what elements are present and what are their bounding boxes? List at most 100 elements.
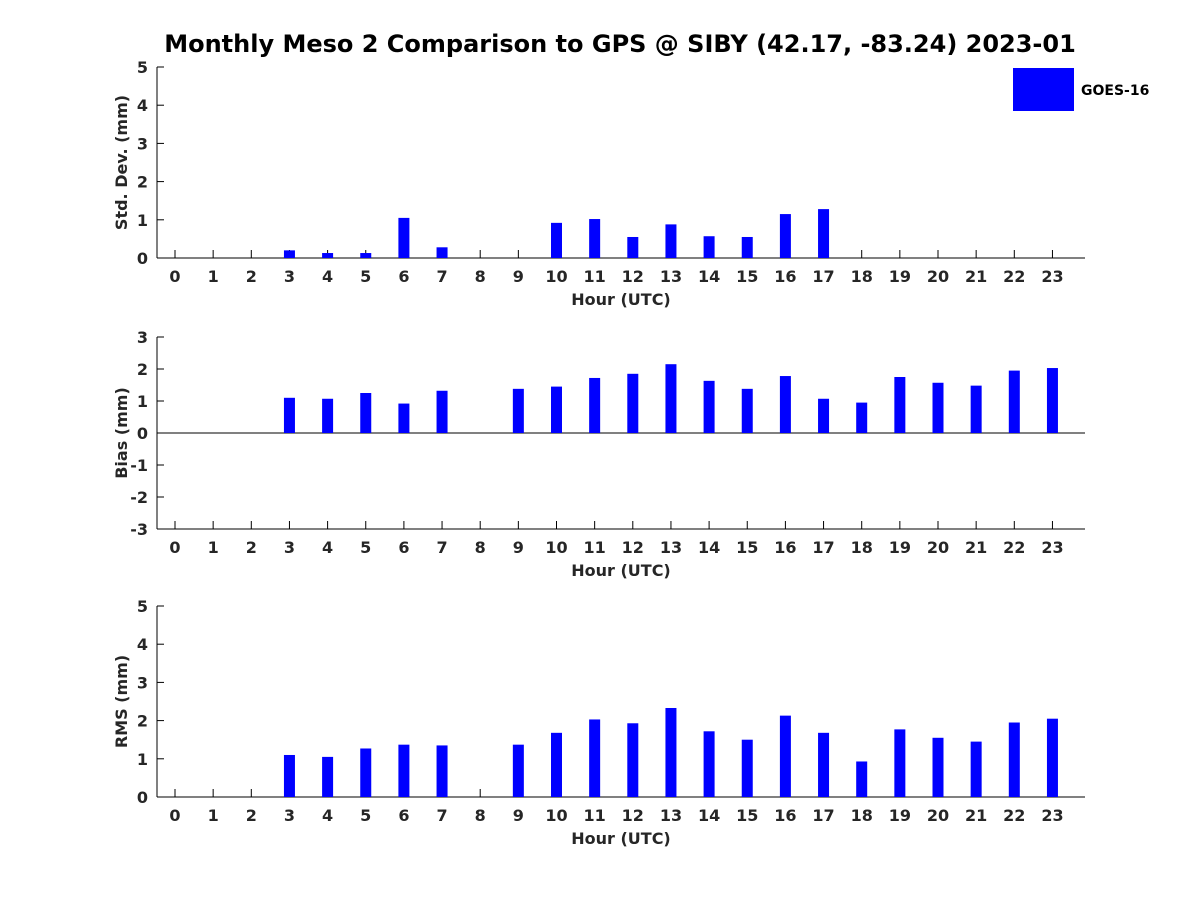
y-tick-label: 2 [137, 360, 148, 379]
x-tick-label: 20 [927, 806, 949, 825]
bar [398, 217, 410, 258]
bar [322, 756, 334, 797]
bar [1046, 368, 1058, 433]
bar [627, 723, 639, 797]
x-tick-label: 8 [475, 538, 486, 557]
bar [398, 403, 410, 433]
x-tick-label: 1 [208, 538, 219, 557]
x-axis-label: Hour (UTC) [571, 290, 671, 309]
y-tick-label: 0 [137, 249, 148, 268]
bar [627, 236, 639, 258]
chart-title: Monthly Meso 2 Comparison to GPS @ SIBY … [164, 30, 1076, 58]
bar [932, 737, 944, 797]
x-tick-label: 18 [851, 806, 873, 825]
x-tick-label: 4 [322, 267, 333, 286]
bar [779, 376, 791, 433]
x-tick-label: 4 [322, 538, 333, 557]
bar [360, 393, 372, 433]
x-axis-label: Hour (UTC) [571, 561, 671, 580]
x-tick-label: 17 [812, 267, 834, 286]
y-tick-label: -3 [130, 520, 148, 539]
bar [856, 761, 868, 797]
bar [818, 732, 830, 797]
bar [627, 373, 639, 433]
bar [932, 382, 944, 433]
bar [779, 715, 791, 797]
bar [283, 250, 295, 258]
bar [665, 364, 677, 433]
x-tick-label: 4 [322, 806, 333, 825]
y-tick-label: 1 [137, 211, 148, 230]
x-tick-label: 14 [698, 267, 720, 286]
x-tick-label: 11 [584, 267, 606, 286]
legend-label: GOES-16 [1081, 83, 1149, 99]
x-tick-label: 10 [545, 806, 567, 825]
bar [589, 719, 601, 797]
bar [741, 739, 753, 797]
x-tick-label: 22 [1003, 538, 1025, 557]
legend-swatch [1013, 68, 1074, 111]
bar [970, 741, 982, 797]
bar [818, 209, 830, 258]
x-tick-label: 14 [698, 806, 720, 825]
x-tick-label: 6 [398, 806, 409, 825]
x-tick-label: 23 [1041, 538, 1063, 557]
x-tick-label: 12 [622, 267, 644, 286]
x-tick-label: 22 [1003, 806, 1025, 825]
y-tick-label: 2 [137, 712, 148, 731]
bar [779, 214, 791, 258]
x-axis-label: Hour (UTC) [571, 829, 671, 848]
bar [665, 224, 677, 258]
x-tick-label: 9 [513, 806, 524, 825]
x-tick-label: 19 [889, 806, 911, 825]
bar [398, 744, 410, 797]
bar [589, 377, 601, 433]
x-tick-label: 11 [584, 806, 606, 825]
bar [589, 219, 601, 258]
x-tick-label: 6 [398, 538, 409, 557]
x-tick-label: 2 [246, 806, 257, 825]
x-tick-label: 3 [284, 538, 295, 557]
x-tick-label: 16 [774, 267, 796, 286]
x-tick-label: 15 [736, 538, 758, 557]
bar [1046, 718, 1058, 797]
x-tick-label: 15 [736, 806, 758, 825]
x-tick-label: 16 [774, 806, 796, 825]
bar [322, 398, 334, 433]
y-tick-label: -1 [130, 456, 148, 475]
x-tick-label: 13 [660, 806, 682, 825]
bar [360, 253, 372, 258]
x-tick-label: 0 [169, 267, 180, 286]
bar [741, 388, 753, 433]
x-tick-label: 3 [284, 267, 295, 286]
y-tick-label: 3 [137, 328, 148, 347]
x-tick-label: 5 [360, 806, 371, 825]
x-tick-label: 13 [660, 267, 682, 286]
bar [436, 247, 448, 258]
x-tick-label: 23 [1041, 267, 1063, 286]
x-tick-label: 9 [513, 538, 524, 557]
x-tick-label: 7 [436, 806, 447, 825]
x-tick-label: 1 [208, 267, 219, 286]
x-tick-label: 18 [851, 267, 873, 286]
y-tick-label: 2 [137, 173, 148, 192]
x-tick-label: 7 [436, 267, 447, 286]
x-tick-label: 22 [1003, 267, 1025, 286]
x-tick-label: 1 [208, 806, 219, 825]
bar [894, 729, 906, 797]
y-tick-label: 5 [137, 597, 148, 616]
bar [665, 707, 677, 797]
bar [818, 398, 830, 433]
x-tick-label: 17 [812, 538, 834, 557]
x-tick-label: 21 [965, 267, 987, 286]
x-tick-label: 5 [360, 267, 371, 286]
bar [551, 222, 562, 258]
x-tick-label: 6 [398, 267, 409, 286]
x-tick-label: 13 [660, 538, 682, 557]
bar [551, 386, 562, 433]
y-tick-label: 1 [137, 750, 148, 769]
x-tick-label: 16 [774, 538, 796, 557]
bar [703, 380, 715, 433]
